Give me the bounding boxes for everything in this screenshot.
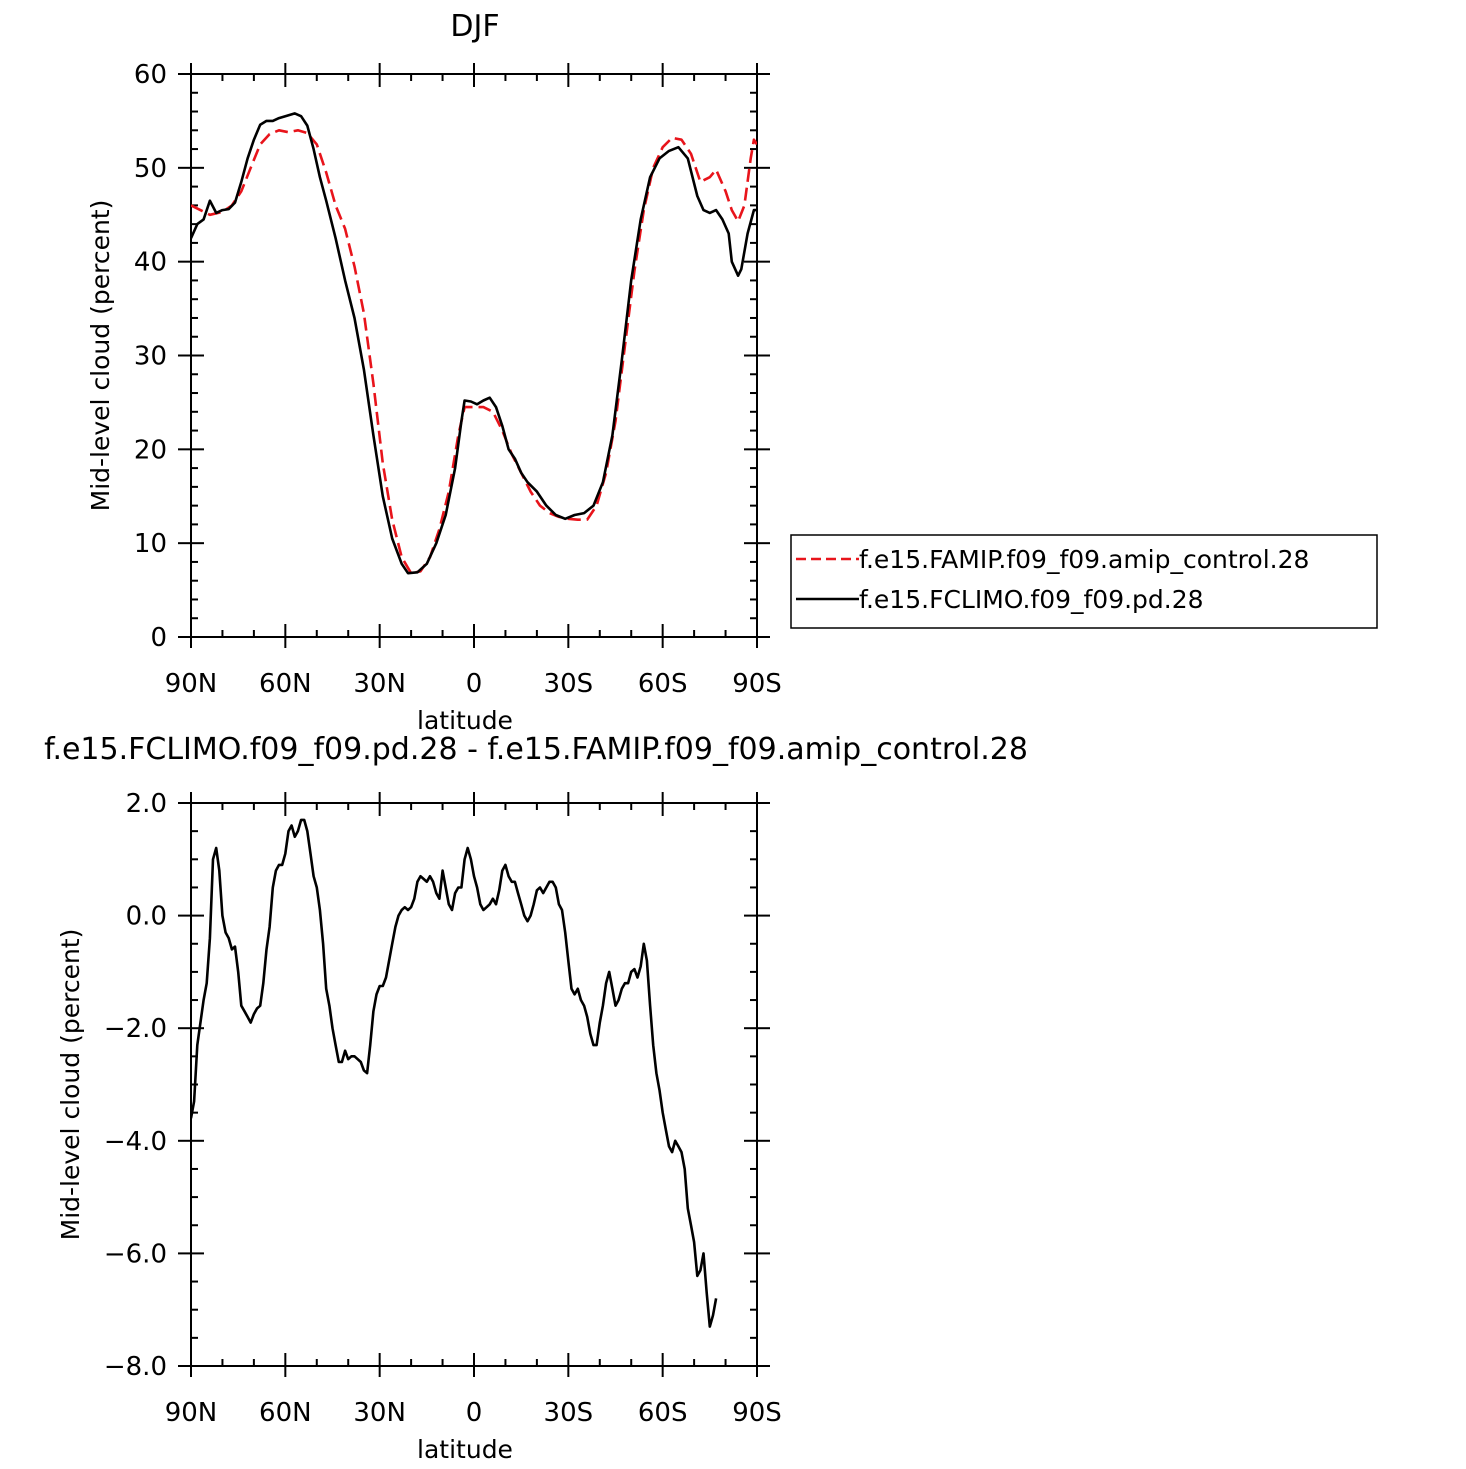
- x-tick-label: 60S: [638, 669, 688, 699]
- x-tick-label: 0: [466, 1398, 483, 1428]
- series-group: [191, 818, 718, 1328]
- x-tick-label: 60N: [259, 669, 312, 699]
- chart-title: f.e15.FCLIMO.f09_f09.pd.28 - f.e15.FAMIP…: [44, 732, 1028, 767]
- series-group: [191, 112, 757, 575]
- x-axis-label: latitude: [417, 706, 513, 735]
- x-tick-label: 60S: [638, 1398, 688, 1428]
- panel-bottom: f.e15.FCLIMO.f09_f09.pd.28 - f.e15.FAMIP…: [44, 732, 1028, 1464]
- y-tick-label: 30: [134, 342, 167, 372]
- chart-title: DJF: [450, 9, 499, 44]
- x-tick-label: 30N: [353, 1398, 406, 1428]
- series-line-0: [191, 818, 718, 1328]
- x-tick-label: 0: [466, 669, 483, 699]
- y-tick-label: 0.0: [126, 902, 167, 932]
- y-axis-label: Mid-level cloud (percent): [86, 200, 115, 512]
- y-tick-label: 60: [134, 60, 167, 90]
- y-tick-label: 40: [134, 248, 167, 278]
- plot-frame: [190, 73, 758, 638]
- legend-entry: f.e15.FCLIMO.f09_f09.pd.28: [859, 585, 1204, 614]
- y-tick-label: −4.0: [104, 1127, 167, 1157]
- y-tick-label: −2.0: [104, 1014, 167, 1044]
- y-tick-label: 2.0: [126, 789, 167, 819]
- x-tick-label: 90N: [165, 669, 218, 699]
- series-line-0: [191, 129, 757, 575]
- legend-entry: f.e15.FAMIP.f09_f09.amip_control.28: [859, 545, 1309, 574]
- y-tick-label: −6.0: [104, 1239, 167, 1269]
- x-tick-label: 30S: [544, 669, 594, 699]
- legend-box: [790, 534, 1378, 629]
- y-tick-label: 20: [134, 435, 167, 465]
- x-tick-label: 90S: [732, 669, 782, 699]
- y-tick-label: 10: [134, 529, 167, 559]
- x-tick-label: 60N: [259, 1398, 312, 1428]
- x-tick-label: 30S: [544, 1398, 594, 1428]
- y-tick-label: 0: [150, 623, 167, 653]
- y-axis-label: Mid-level cloud (percent): [56, 929, 85, 1241]
- series-line-1: [191, 112, 757, 575]
- panel-top: DJF 90N 60N 30N 0 30S 60S 90S 0 10 20 30 40 50 60 latit…: [86, 9, 1378, 735]
- plot-frame: [190, 802, 758, 1367]
- y-tick-label: −8.0: [104, 1352, 167, 1382]
- x-tick-label: 90N: [165, 1398, 218, 1428]
- x-tick-label: 30N: [353, 669, 406, 699]
- y-tick-label: 50: [134, 154, 167, 184]
- x-axis-label: latitude: [417, 1435, 513, 1464]
- x-tick-label: 90S: [732, 1398, 782, 1428]
